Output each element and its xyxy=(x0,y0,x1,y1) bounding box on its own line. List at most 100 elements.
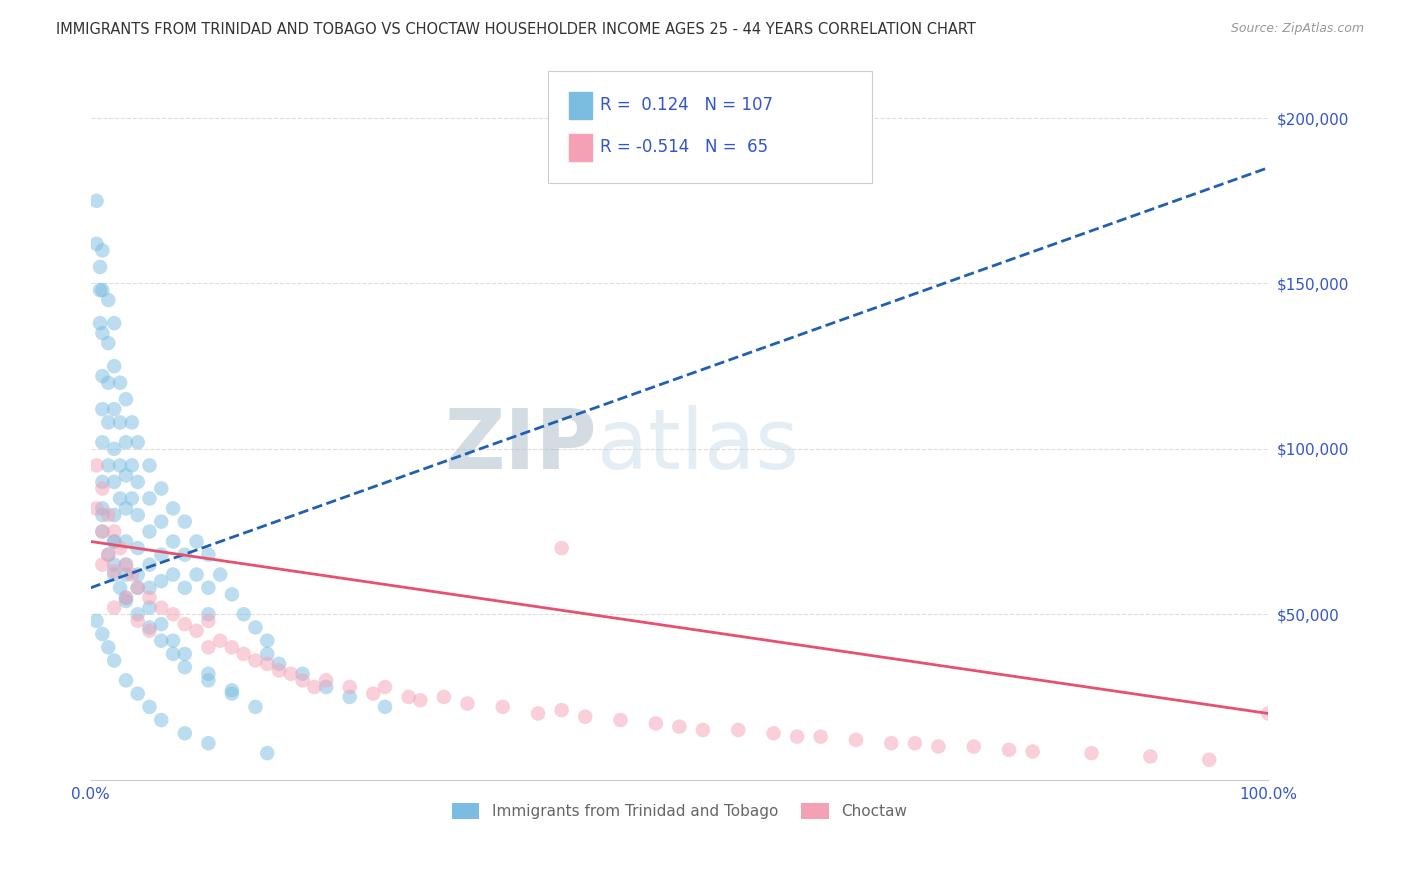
Point xyxy=(103,359,125,374)
Point xyxy=(91,283,114,297)
Point xyxy=(138,581,160,595)
Point xyxy=(150,633,173,648)
Point xyxy=(150,482,173,496)
Point xyxy=(121,416,143,430)
Point xyxy=(97,640,120,655)
Point xyxy=(127,435,149,450)
Point xyxy=(291,673,314,688)
Point xyxy=(398,690,420,704)
Point xyxy=(374,680,396,694)
Point xyxy=(256,647,278,661)
Point xyxy=(1080,746,1102,760)
Point xyxy=(91,524,114,539)
Point xyxy=(103,558,125,572)
Point xyxy=(115,673,138,688)
Point xyxy=(197,548,219,562)
Text: ZIP: ZIP xyxy=(444,405,598,486)
Point xyxy=(115,558,138,572)
Point xyxy=(197,581,219,595)
Point xyxy=(115,591,138,605)
Text: Source: ZipAtlas.com: Source: ZipAtlas.com xyxy=(1230,22,1364,36)
Point xyxy=(173,726,195,740)
Point xyxy=(786,730,808,744)
Point xyxy=(138,558,160,572)
Point xyxy=(91,524,114,539)
Point xyxy=(108,416,131,430)
Point xyxy=(197,736,219,750)
Point xyxy=(150,713,173,727)
Point xyxy=(256,657,278,671)
Point xyxy=(197,614,219,628)
Point xyxy=(304,680,326,694)
Point xyxy=(97,548,120,562)
Point xyxy=(91,326,114,340)
Point xyxy=(927,739,949,754)
Point xyxy=(127,567,149,582)
Point xyxy=(103,442,125,456)
Point xyxy=(127,475,149,489)
Point xyxy=(108,376,131,390)
Point xyxy=(668,720,690,734)
Point xyxy=(138,458,160,473)
Point xyxy=(173,617,195,632)
Point xyxy=(103,316,125,330)
Point xyxy=(91,508,114,522)
Point xyxy=(904,736,927,750)
Point xyxy=(315,673,337,688)
Point xyxy=(91,627,114,641)
Point xyxy=(103,654,125,668)
Point xyxy=(256,746,278,760)
Point xyxy=(173,660,195,674)
Point xyxy=(127,607,149,622)
Point xyxy=(374,699,396,714)
Point xyxy=(609,713,631,727)
Point xyxy=(727,723,749,737)
Point xyxy=(138,491,160,506)
Point xyxy=(91,402,114,417)
Point xyxy=(232,647,254,661)
Point xyxy=(245,654,267,668)
Point xyxy=(138,624,160,638)
Point xyxy=(197,607,219,622)
Point xyxy=(162,567,184,582)
Point xyxy=(108,541,131,555)
Point xyxy=(963,739,986,754)
Point xyxy=(108,458,131,473)
Point xyxy=(138,699,160,714)
Point xyxy=(162,501,184,516)
Point xyxy=(103,534,125,549)
Point xyxy=(91,435,114,450)
Point xyxy=(162,534,184,549)
Point xyxy=(880,736,903,750)
Point xyxy=(339,680,361,694)
Point xyxy=(762,726,785,740)
Point xyxy=(89,316,111,330)
Point xyxy=(315,680,337,694)
Point xyxy=(103,564,125,578)
Point xyxy=(89,283,111,297)
Point xyxy=(91,369,114,384)
Point xyxy=(644,716,666,731)
Point xyxy=(409,693,432,707)
Point xyxy=(245,699,267,714)
Point xyxy=(115,558,138,572)
Point xyxy=(115,567,138,582)
Point xyxy=(121,458,143,473)
Point xyxy=(150,548,173,562)
Point xyxy=(86,236,108,251)
Legend: Immigrants from Trinidad and Tobago, Choctaw: Immigrants from Trinidad and Tobago, Cho… xyxy=(446,797,912,825)
Point xyxy=(127,614,149,628)
Point xyxy=(339,690,361,704)
Point xyxy=(86,194,108,208)
Point xyxy=(197,673,219,688)
Point xyxy=(108,581,131,595)
Text: R =  0.124   N = 107: R = 0.124 N = 107 xyxy=(600,96,773,114)
Point xyxy=(998,743,1021,757)
Point xyxy=(574,710,596,724)
Point xyxy=(97,376,120,390)
Point xyxy=(492,699,515,714)
Point xyxy=(162,607,184,622)
Point xyxy=(267,664,290,678)
Point xyxy=(115,534,138,549)
Point xyxy=(291,666,314,681)
